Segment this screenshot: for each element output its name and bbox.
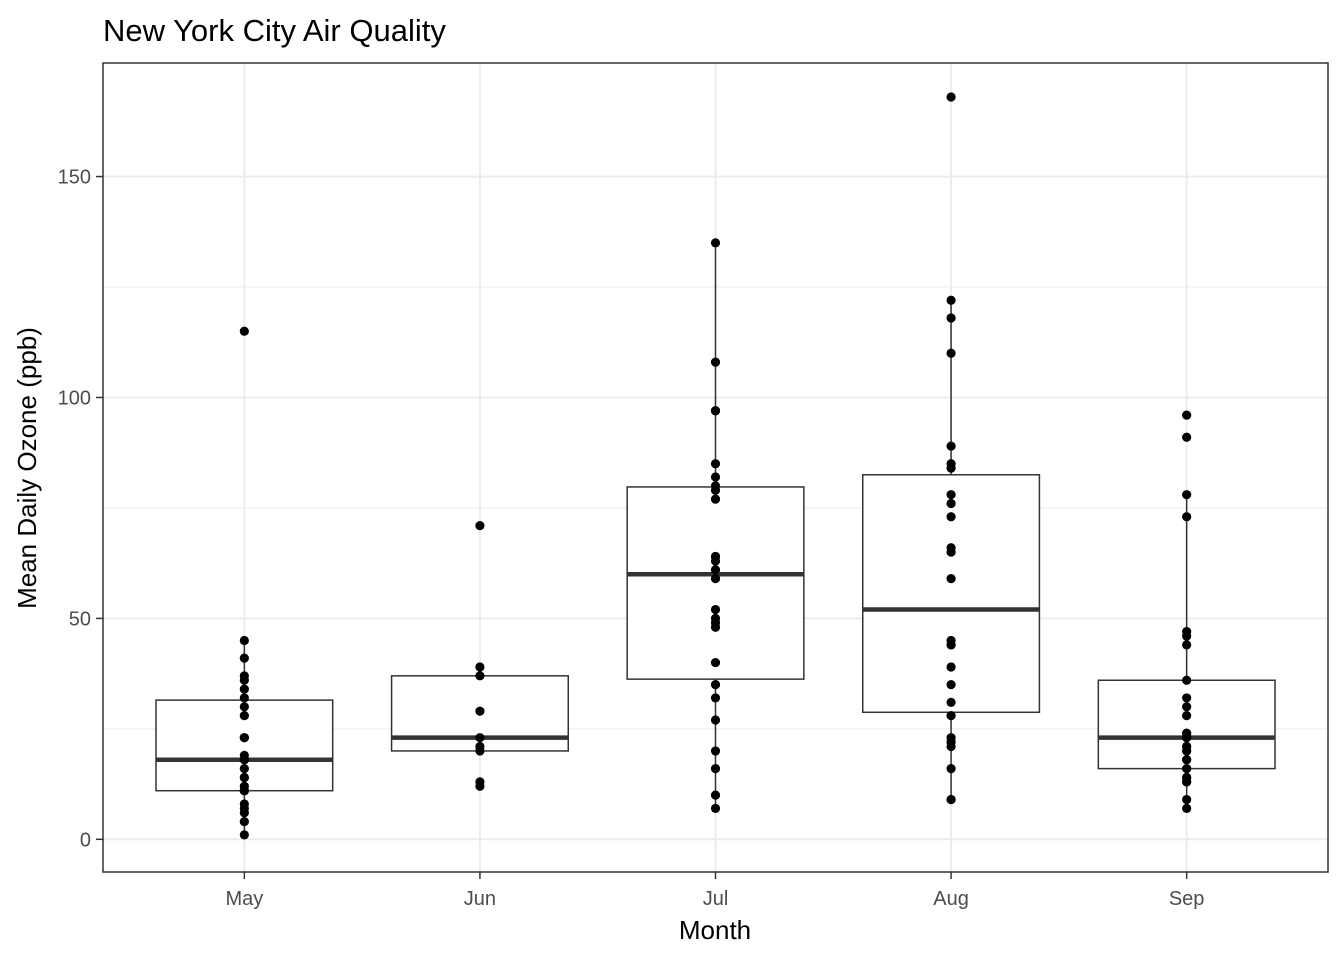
data-point <box>1182 746 1192 756</box>
data-point <box>475 777 485 787</box>
data-point <box>1182 490 1192 500</box>
data-point <box>946 348 956 358</box>
data-point <box>710 357 721 367</box>
point-series <box>239 92 1192 840</box>
data-point <box>710 746 721 756</box>
data-point <box>239 653 249 663</box>
data-point <box>710 613 721 623</box>
data-point <box>710 472 721 482</box>
data-point <box>946 680 956 690</box>
data-point <box>1182 432 1192 442</box>
data-point <box>1182 710 1192 721</box>
data-point <box>946 459 956 469</box>
data-point <box>946 92 956 102</box>
data-point <box>239 817 249 827</box>
data-point <box>946 710 956 721</box>
data-point <box>946 662 956 672</box>
data-point <box>239 671 249 681</box>
data-point <box>946 490 956 500</box>
x-tick-label: Jun <box>464 888 496 910</box>
chart-title: New York City Air Quality <box>103 13 446 48</box>
data-point <box>239 772 249 783</box>
data-point <box>946 547 956 557</box>
data-point <box>1182 733 1192 743</box>
data-point <box>239 635 249 646</box>
data-point <box>710 680 721 690</box>
data-point <box>946 733 956 743</box>
data-point <box>710 238 721 248</box>
box-aug <box>861 474 1041 714</box>
data-point <box>1182 764 1192 774</box>
data-point <box>239 755 249 765</box>
y-axis-title: Mean Daily Ozone (ppb) <box>12 327 42 609</box>
data-point <box>475 671 485 681</box>
y-tick-label: 100 <box>58 387 91 409</box>
data-point <box>710 622 721 632</box>
data-point <box>710 693 721 703</box>
data-point <box>239 764 249 774</box>
data-point <box>710 406 721 416</box>
data-point <box>710 551 721 562</box>
data-point <box>1182 410 1192 420</box>
data-point <box>1182 772 1192 783</box>
data-point <box>1182 755 1192 765</box>
data-point <box>710 764 721 774</box>
data-point <box>946 441 956 451</box>
data-point <box>239 830 249 840</box>
data-point <box>239 786 249 796</box>
data-point <box>710 715 721 725</box>
x-tick-label: May <box>225 888 263 910</box>
data-point <box>1182 640 1192 650</box>
data-point <box>946 764 956 774</box>
data-point <box>710 657 721 668</box>
data-point <box>710 459 721 469</box>
x-tick-label: Jul <box>703 888 729 910</box>
x-tick-label: Aug <box>933 888 969 910</box>
box-series <box>155 242 1276 835</box>
data-point <box>946 313 956 323</box>
data-point <box>946 741 956 752</box>
data-point <box>239 808 249 818</box>
y-tick-label: 50 <box>69 608 91 630</box>
y-tick-label: 0 <box>80 829 91 851</box>
data-point <box>239 684 249 694</box>
data-point <box>946 498 956 509</box>
y-tick-label: 150 <box>58 167 91 189</box>
data-point <box>1182 693 1192 703</box>
data-point <box>1182 702 1192 712</box>
data-point <box>710 803 721 813</box>
data-point <box>1182 675 1192 685</box>
data-point <box>1182 512 1192 522</box>
data-point <box>239 733 249 743</box>
data-point <box>710 481 721 491</box>
data-point <box>710 565 721 575</box>
data-point <box>239 710 249 721</box>
data-point <box>710 790 721 800</box>
data-point <box>239 693 249 703</box>
data-point <box>475 662 485 672</box>
x-tick-label: Sep <box>1169 888 1205 910</box>
data-point <box>946 295 956 305</box>
data-point <box>946 635 956 646</box>
data-point <box>946 794 956 805</box>
data-point <box>946 697 956 707</box>
data-point <box>710 574 721 584</box>
data-point <box>1182 631 1192 641</box>
axes: 0 50 100 150 May Jun Jul Aug Sep <box>58 167 1205 910</box>
data-point <box>475 746 485 756</box>
data-point <box>475 733 485 743</box>
data-point <box>475 521 485 531</box>
data-point <box>475 706 485 716</box>
data-point <box>946 512 956 522</box>
data-point <box>239 326 249 336</box>
x-axis-title: Month <box>679 915 751 945</box>
data-point <box>946 574 956 584</box>
data-point <box>710 604 721 615</box>
data-point <box>1182 794 1192 805</box>
data-point <box>239 702 249 712</box>
data-point <box>1182 803 1192 813</box>
data-point <box>710 494 721 504</box>
